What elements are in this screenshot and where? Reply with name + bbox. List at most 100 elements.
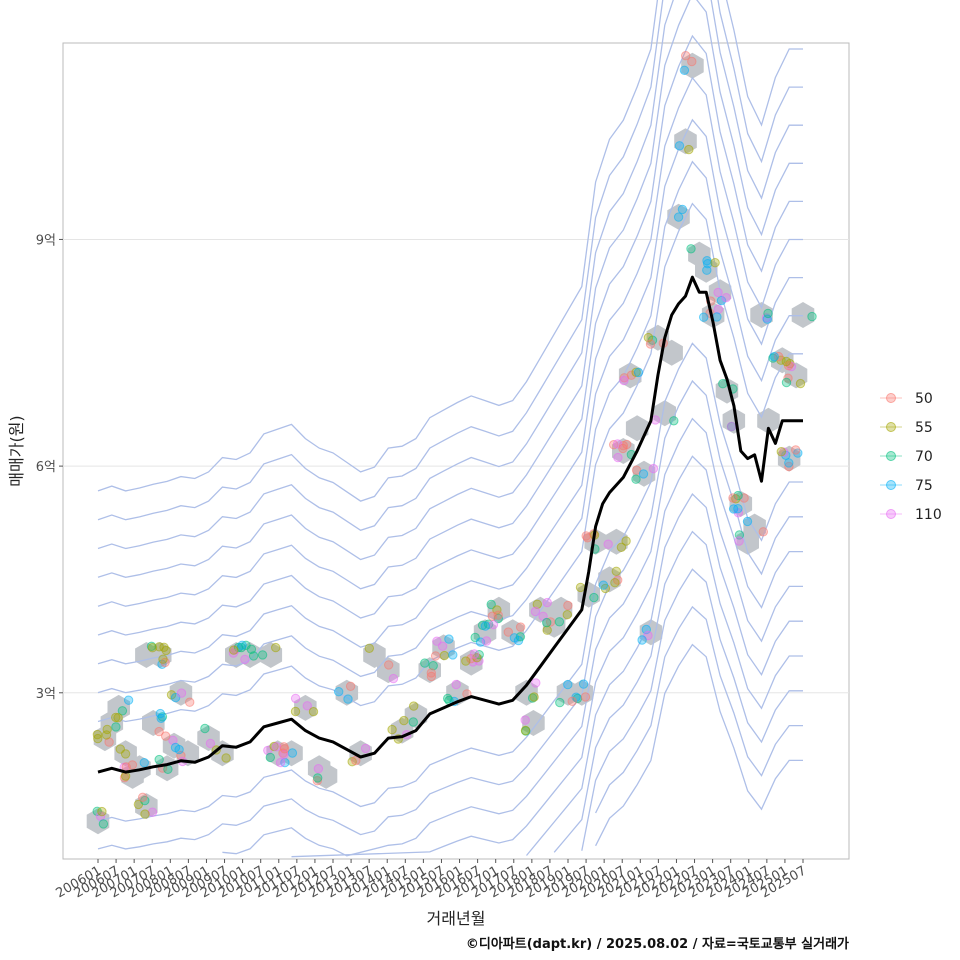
- contour-line: [222, 417, 803, 857]
- data-point: [515, 622, 526, 632]
- data-point: [364, 643, 374, 653]
- data-point: [265, 752, 275, 763]
- data-point: [679, 65, 690, 76]
- data-point: [176, 688, 187, 698]
- data-point: [673, 212, 684, 222]
- x-axis-ticks: 2006012006072007012007072008012008072009…: [54, 859, 809, 901]
- data-point: [637, 635, 647, 645]
- data-point: [728, 493, 738, 503]
- data-point: [448, 650, 458, 660]
- data-point: [631, 474, 641, 484]
- hexbin-cell: [791, 302, 815, 328]
- data-point: [302, 701, 312, 711]
- data-point: [240, 654, 250, 665]
- data-point: [200, 723, 210, 734]
- data-point: [154, 754, 164, 765]
- data-point: [578, 679, 589, 689]
- data-point: [542, 617, 552, 628]
- data-point: [733, 490, 743, 501]
- data-point: [613, 452, 623, 463]
- data-point: [726, 421, 737, 432]
- y-tick-label: 9억: [36, 233, 56, 248]
- data-point: [618, 443, 628, 454]
- data-point: [567, 696, 577, 706]
- data-point: [461, 656, 471, 666]
- data-point: [554, 617, 565, 627]
- data-point: [520, 715, 530, 725]
- data-point: [97, 806, 107, 817]
- contour-line: [97, 379, 803, 850]
- data-point: [716, 295, 727, 306]
- y-axis-title: 매매가(원): [7, 415, 26, 486]
- data-point: [562, 610, 572, 620]
- data-point: [93, 733, 103, 744]
- hexbin-cell: [259, 642, 283, 668]
- data-point: [742, 516, 753, 527]
- data-point: [486, 599, 496, 610]
- data-point: [111, 712, 121, 723]
- data-point: [619, 375, 629, 386]
- data-point: [638, 469, 649, 479]
- data-point: [631, 367, 641, 377]
- data-point: [598, 580, 609, 590]
- data-point: [313, 764, 324, 774]
- data-point: [480, 621, 491, 631]
- data-point: [185, 697, 195, 707]
- legend-label: 50: [915, 391, 933, 407]
- data-point: [580, 692, 591, 702]
- data-point: [768, 353, 778, 363]
- data-point: [563, 679, 573, 690]
- data-point: [699, 312, 709, 322]
- data-point: [161, 645, 171, 656]
- data-point: [271, 742, 282, 752]
- data-point: [158, 654, 168, 664]
- data-point: [443, 693, 453, 704]
- legend-label: 70: [915, 449, 933, 465]
- contour-line: [595, 643, 803, 847]
- data-point: [469, 649, 480, 659]
- data-point: [703, 259, 713, 269]
- data-point: [111, 722, 121, 732]
- scatter-points: [92, 51, 817, 829]
- data-point: [117, 706, 128, 716]
- data-point: [781, 356, 791, 367]
- data-point: [645, 339, 656, 349]
- data-point: [677, 204, 688, 215]
- contour-line: [97, 0, 803, 550]
- hexbin-cell: [314, 762, 338, 789]
- data-point: [155, 708, 166, 719]
- data-point: [648, 463, 659, 474]
- data-point: [147, 643, 158, 653]
- data-point: [776, 447, 786, 457]
- data-point: [581, 531, 591, 541]
- data-point: [681, 51, 691, 61]
- legend-key-dot: [886, 451, 896, 461]
- contour-line: [97, 118, 803, 665]
- data-point: [613, 575, 623, 585]
- data-point: [221, 753, 231, 763]
- data-point: [509, 633, 520, 643]
- data-point: [248, 651, 259, 661]
- data-point: [758, 527, 768, 537]
- contour-line: [97, 0, 803, 521]
- data-point: [563, 600, 573, 611]
- data-point: [734, 536, 744, 546]
- contour-line: [595, 605, 803, 814]
- data-point: [674, 141, 685, 151]
- data-point: [257, 650, 268, 660]
- data-point: [290, 693, 301, 704]
- plot-panel: [62, 42, 850, 860]
- hexbin-cell: [148, 642, 172, 668]
- trend-line: [97, 275, 803, 774]
- data-point: [686, 244, 696, 254]
- data-point: [784, 461, 794, 472]
- data-point: [781, 377, 792, 388]
- data-point: [807, 311, 817, 322]
- data-point: [343, 694, 353, 704]
- data-point: [430, 651, 441, 661]
- data-point: [529, 692, 539, 702]
- data-point: [451, 679, 461, 690]
- data-point: [360, 743, 371, 754]
- hexbin-cell: [487, 596, 511, 623]
